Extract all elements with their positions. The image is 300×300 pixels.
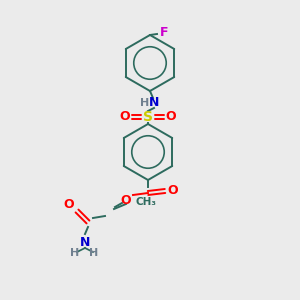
Text: H: H [70, 248, 80, 258]
Text: F: F [160, 26, 169, 40]
Text: N: N [80, 236, 90, 250]
Text: CH₃: CH₃ [136, 197, 157, 207]
Text: S: S [143, 110, 153, 124]
Text: O: O [168, 184, 178, 197]
Text: O: O [64, 199, 74, 212]
Text: O: O [120, 110, 130, 124]
Text: H: H [140, 98, 150, 108]
Text: H: H [89, 248, 99, 258]
Text: O: O [166, 110, 176, 124]
Text: O: O [121, 194, 131, 206]
Text: N: N [149, 97, 159, 110]
